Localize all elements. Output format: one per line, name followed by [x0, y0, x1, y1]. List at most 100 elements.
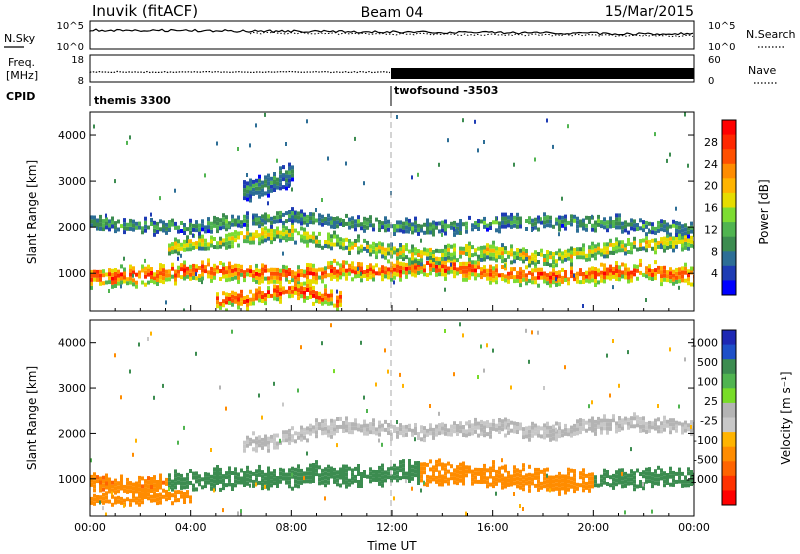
power-cell [384, 216, 387, 221]
power-cell [345, 237, 348, 242]
power-cell [327, 232, 330, 237]
power-cell [609, 238, 612, 243]
power-cell [303, 231, 306, 236]
velocity-cell [483, 368, 485, 373]
power-cell [279, 234, 282, 239]
velocity-cell [456, 465, 459, 470]
velocity-cell [543, 468, 546, 473]
power-cell [669, 279, 672, 284]
velocity-cell [609, 418, 612, 423]
velocity-cell [564, 431, 567, 436]
power-cell [309, 271, 312, 276]
power-cell [291, 211, 294, 216]
power-cell [273, 180, 276, 184]
velocity-cell [105, 477, 108, 482]
power-cell [576, 224, 579, 229]
velocity-cell [321, 341, 323, 346]
velocity-cell [378, 469, 381, 474]
power-cell [288, 280, 291, 284]
velocity-cell [237, 511, 239, 516]
power-cell [117, 277, 120, 282]
power-cell [615, 277, 618, 281]
power-cell [477, 227, 480, 231]
power-cell [435, 225, 438, 230]
colorbar-frame [721, 119, 737, 296]
velocity-cell [411, 428, 414, 433]
power-cell [576, 251, 579, 256]
power-cell [273, 233, 276, 238]
velocity-cell [513, 469, 516, 474]
power-cell [657, 269, 660, 274]
power-cell [321, 279, 324, 284]
power-cell [657, 220, 660, 225]
power-cell [282, 173, 285, 178]
power-cell [453, 243, 456, 248]
power-cell [357, 234, 360, 239]
velocity-cell [519, 469, 522, 474]
power-cell [627, 250, 630, 254]
power-cell [312, 285, 315, 290]
power-cell [681, 243, 684, 248]
power-cell [687, 246, 690, 251]
power-cell [258, 276, 261, 281]
power-cell [300, 209, 303, 214]
power-cell [525, 265, 528, 270]
power-cell [279, 284, 282, 289]
velocity-cell [423, 426, 426, 431]
power-cell [327, 217, 330, 222]
velocity-cell [393, 496, 395, 501]
power-cell [90, 273, 93, 278]
x-tick-label: 12:00 [376, 521, 408, 534]
velocity-cell [213, 488, 215, 493]
power-cell [246, 219, 249, 224]
velocity-cell [444, 431, 447, 436]
velocity-cell [249, 441, 252, 446]
velocity-cell [648, 475, 651, 480]
power-cell [177, 265, 180, 270]
power-cell [636, 268, 639, 273]
velocity-cell [321, 423, 324, 428]
power-cell [561, 267, 564, 272]
power-cell [192, 271, 195, 276]
velocity-cell [588, 476, 591, 481]
power-cell [486, 243, 489, 248]
velocity-cell [468, 432, 471, 437]
velocity-cell [264, 438, 267, 443]
power-cell [387, 243, 390, 248]
power-cell [285, 269, 288, 274]
power-cell [315, 218, 318, 223]
power-cell [588, 216, 591, 220]
velocity-cell [495, 481, 498, 486]
power-cell [501, 216, 504, 221]
velocity-cell [201, 477, 204, 482]
velocity-cell [528, 484, 531, 489]
power-cell [252, 236, 255, 241]
velocity-cell [150, 494, 153, 499]
nsky-tick-top-left: 10^5 [57, 21, 84, 32]
power-cell [576, 279, 579, 284]
velocity-cell [687, 423, 690, 428]
power-cell [231, 290, 234, 295]
y-tick-label: 2000 [58, 221, 86, 234]
power-cell [258, 294, 261, 299]
velocity-cell [471, 473, 474, 478]
power-cell [246, 302, 249, 307]
power-cell [360, 222, 363, 227]
velocity-cell [243, 479, 246, 483]
power-cell [279, 170, 282, 175]
velocity-cell [252, 471, 255, 476]
velocity-cell [630, 473, 633, 478]
velocity-cell [672, 422, 675, 427]
velocity-cell [345, 464, 348, 469]
power-cell [378, 220, 381, 224]
power-cell [537, 260, 540, 264]
velocity-cell [102, 506, 104, 511]
power-cell [288, 228, 291, 233]
power-cell [354, 274, 357, 279]
velocity-cell [258, 480, 261, 485]
power-cell [273, 176, 276, 180]
power-cell [303, 212, 306, 217]
power-cell [222, 217, 225, 222]
velocity-cell [600, 478, 603, 483]
velocity-cell [678, 479, 681, 484]
